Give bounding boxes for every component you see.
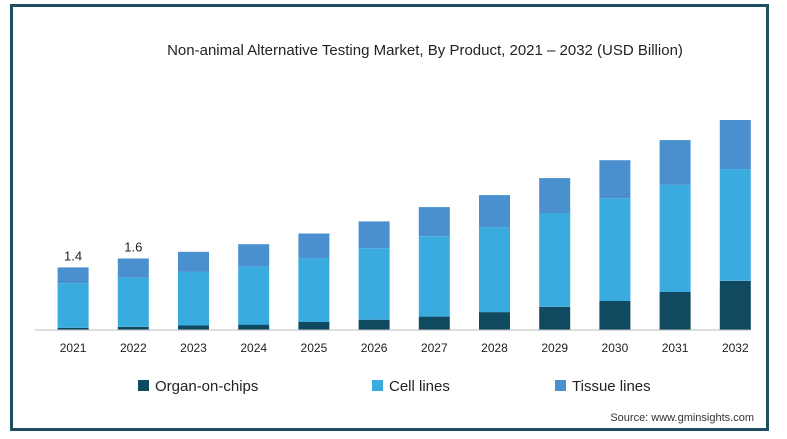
bar-cell-lines-2026 bbox=[358, 248, 390, 320]
legend-label-cell-lines: Cell lines bbox=[389, 378, 450, 395]
bar-organ-on-chips-2030 bbox=[599, 301, 631, 330]
bar-cell-lines-2031 bbox=[659, 184, 691, 292]
bar-cell-lines-2021 bbox=[57, 283, 89, 328]
source-note: Source: www.gminsights.com bbox=[610, 412, 754, 424]
bar-organ-on-chips-2029 bbox=[539, 306, 571, 330]
bar-tissue-lines-2029 bbox=[539, 178, 571, 213]
bar-tissue-lines-2021 bbox=[57, 267, 89, 283]
bar-tissue-lines-2032 bbox=[719, 120, 751, 170]
bar-cell-lines-2023 bbox=[178, 271, 209, 326]
x-tick-label-2025: 2025 bbox=[301, 341, 328, 355]
chart-title: Non-animal Alternative Testing Market, B… bbox=[167, 42, 683, 59]
legend-swatch-tissue-lines bbox=[555, 380, 566, 391]
bar-organ-on-chips-2025 bbox=[298, 322, 330, 330]
bar-cell-lines-2032 bbox=[719, 169, 751, 281]
bar-tissue-lines-2026 bbox=[358, 221, 390, 249]
bar-tissue-lines-2030 bbox=[599, 160, 631, 199]
x-tick-label-2030: 2030 bbox=[602, 341, 629, 355]
legend-label-tissue-lines: Tissue lines bbox=[572, 378, 651, 395]
x-tick-label-2028: 2028 bbox=[481, 341, 508, 355]
bar-organ-on-chips-2031 bbox=[659, 292, 691, 330]
bar-cell-lines-2025 bbox=[298, 258, 330, 322]
bar-organ-on-chips-2022 bbox=[117, 326, 149, 330]
bar-organ-on-chips-2028 bbox=[479, 312, 510, 330]
x-tick-label-2029: 2029 bbox=[541, 341, 568, 355]
bar-cell-lines-2024 bbox=[238, 266, 270, 325]
x-tick-label-2031: 2031 bbox=[662, 341, 689, 355]
bar-cell-lines-2027 bbox=[418, 236, 450, 317]
bar-tissue-lines-2031 bbox=[659, 140, 691, 185]
chart-frame: Non-animal Alternative Testing Market, B… bbox=[10, 4, 769, 431]
bar-tissue-lines-2027 bbox=[418, 207, 450, 237]
bar-cell-lines-2029 bbox=[539, 212, 571, 307]
x-tick-label-2022: 2022 bbox=[120, 341, 147, 355]
x-tick-label-2027: 2027 bbox=[421, 341, 448, 355]
chart: Non-animal Alternative Testing Market, B… bbox=[35, 42, 754, 424]
bar-organ-on-chips-2032 bbox=[719, 280, 751, 330]
bar-organ-on-chips-2026 bbox=[358, 319, 390, 330]
bar-tissue-lines-2023 bbox=[178, 251, 209, 272]
bar-organ-on-chips-2024 bbox=[238, 324, 270, 330]
bar-organ-on-chips-2027 bbox=[418, 316, 450, 330]
x-tick-label-2032: 2032 bbox=[722, 341, 749, 355]
bar-organ-on-chips-2021 bbox=[57, 327, 89, 330]
legend-label-organ-on-chips: Organ-on-chips bbox=[155, 378, 258, 395]
bar-cell-lines-2028 bbox=[479, 227, 510, 313]
legend-swatch-cell-lines bbox=[372, 380, 383, 391]
x-tick-labels: 2021 2022 2023 2024 2025 2026 2027 2028 2029 2030… bbox=[60, 341, 749, 355]
bar-organ-on-chips-2023 bbox=[178, 325, 209, 330]
bar-tissue-lines-2022 bbox=[117, 258, 149, 278]
bar-cell-lines-2030 bbox=[599, 198, 631, 301]
x-tick-label-2026: 2026 bbox=[361, 341, 388, 355]
x-tick-label-2023: 2023 bbox=[180, 341, 207, 355]
legend: Organ-on-chips Cell lines Tissue lines bbox=[138, 378, 651, 395]
bar-cell-lines-2022 bbox=[117, 277, 149, 327]
data-label-2021: 1.4 bbox=[64, 248, 82, 263]
data-label-2022: 1.6 bbox=[124, 240, 142, 255]
x-tick-label-2021: 2021 bbox=[60, 341, 87, 355]
bars-group bbox=[57, 120, 751, 330]
bar-tissue-lines-2028 bbox=[479, 195, 510, 228]
bar-tissue-lines-2024 bbox=[238, 244, 270, 267]
data-labels: 1.4 1.6 bbox=[64, 240, 142, 264]
legend-swatch-organ-on-chips bbox=[138, 380, 149, 391]
x-tick-label-2024: 2024 bbox=[240, 341, 267, 355]
bar-tissue-lines-2025 bbox=[298, 233, 330, 259]
